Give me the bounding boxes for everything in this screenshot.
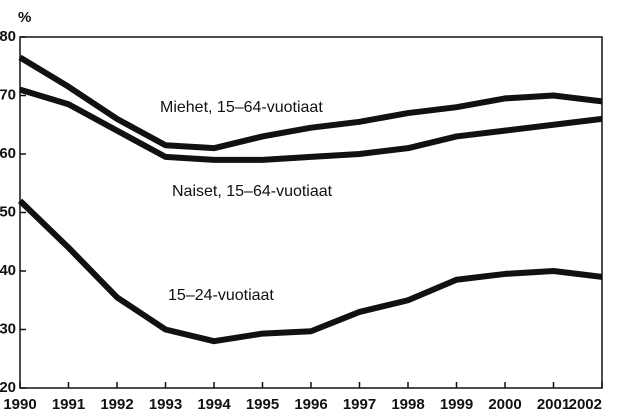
x-tick-label: 1997 <box>343 396 376 413</box>
x-tick-label: 1996 <box>294 396 327 413</box>
y-tick-label: 70 <box>0 86 16 103</box>
series-label: Naiset, 15–64-vuotiaat <box>172 183 333 200</box>
series-label: 15–24-vuotiaat <box>168 287 274 304</box>
x-tick-label: 1990 <box>3 396 36 413</box>
y-tick-label: 60 <box>0 145 16 162</box>
series-line <box>17 198 603 345</box>
x-tick-label: 1993 <box>149 396 182 413</box>
series-line <box>19 86 603 163</box>
x-tick-label: 1995 <box>246 396 279 413</box>
x-tick-label: 1994 <box>197 396 231 413</box>
x-tick-label: 2000 <box>488 396 521 413</box>
y-tick-label: 50 <box>0 203 16 220</box>
x-tick-label: 2002 <box>569 396 602 413</box>
y-axis-label: % <box>18 9 31 26</box>
x-tick-label: 1998 <box>391 396 424 413</box>
y-tick-label: 20 <box>0 379 16 396</box>
series-label: Miehet, 15–64-vuotiaat <box>160 99 323 116</box>
plot-frame <box>19 36 603 389</box>
y-tick-label: 80 <box>0 28 16 45</box>
x-tick-label: 1992 <box>100 396 133 413</box>
x-tick-label: 2001 <box>537 396 570 413</box>
x-tick-label: 1991 <box>52 396 85 413</box>
series-line <box>18 54 603 152</box>
y-tick-label: 40 <box>0 262 16 279</box>
y-tick-label: 30 <box>0 320 16 337</box>
x-tick-label: 1999 <box>440 396 473 413</box>
